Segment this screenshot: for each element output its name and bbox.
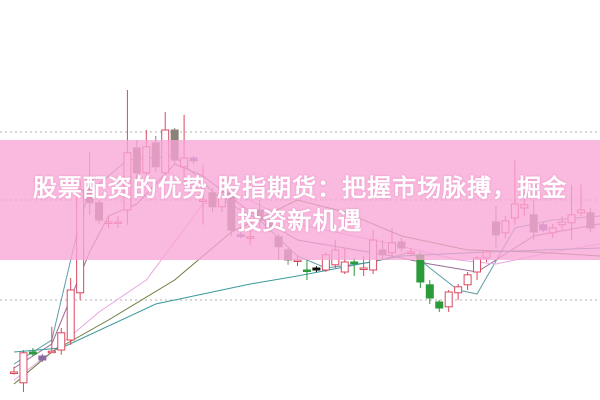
title-line-1: 股票配资的优势 股指期货：把握市场脉搏，掘金 [32,174,568,202]
candle-body [350,261,359,264]
candle-body [28,351,37,355]
title-banner [0,140,600,260]
candle-body [444,291,453,308]
candle-body [293,259,302,262]
title-line-2: 投资新机遇 [237,207,363,235]
candle-body [359,267,368,270]
candle-body [10,371,18,374]
candle-body [463,274,472,286]
candle-body [66,289,75,341]
candle-body [340,261,349,273]
candle-body [302,269,311,272]
candle-body [38,355,47,361]
candle-body [473,257,482,273]
candle-body [312,267,321,271]
candle-body [47,350,56,354]
candle-body [57,332,66,351]
candle-body [19,352,28,384]
candle-body [454,286,463,294]
candle-body [435,301,444,309]
candle-body [425,284,434,299]
